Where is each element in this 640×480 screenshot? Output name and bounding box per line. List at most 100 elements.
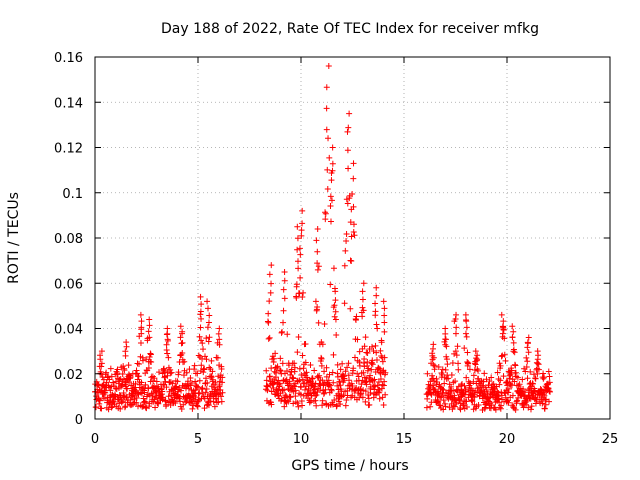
data-point <box>541 392 548 399</box>
data-point <box>323 126 330 133</box>
data-point <box>527 406 534 413</box>
data-point <box>318 362 325 369</box>
data-point <box>192 394 199 401</box>
data-point <box>335 398 342 405</box>
data-point <box>369 361 376 368</box>
data-point <box>299 294 306 301</box>
data-point <box>327 382 334 389</box>
data-point <box>539 400 546 407</box>
data-point <box>156 369 163 376</box>
data-point <box>546 388 553 395</box>
data-point <box>333 402 340 409</box>
data-point <box>140 395 147 402</box>
data-point <box>332 297 339 304</box>
data-point <box>206 334 213 341</box>
data-point <box>103 379 110 386</box>
data-point <box>323 84 330 91</box>
data-point <box>330 265 337 272</box>
grid-lines <box>95 57 610 419</box>
data-point <box>462 330 469 337</box>
y-tick-label: 0.08 <box>54 232 83 247</box>
data-point <box>360 387 367 394</box>
data-point <box>319 397 326 404</box>
data-point <box>350 160 357 167</box>
data-point <box>464 349 471 356</box>
data-point <box>529 380 536 387</box>
data-point <box>500 327 507 334</box>
data-point <box>442 366 449 373</box>
x-tick-labels: 0 5 10 15 20 25 <box>91 432 618 447</box>
data-point <box>462 311 469 318</box>
data-point <box>462 388 469 395</box>
data-point <box>347 219 354 226</box>
data-point <box>480 389 487 396</box>
data-point <box>328 177 335 184</box>
data-point <box>146 334 153 341</box>
data-point <box>215 330 222 337</box>
data-point <box>285 362 292 369</box>
data-point <box>382 391 389 398</box>
data-point <box>192 386 199 393</box>
data-point <box>453 324 460 331</box>
data-point <box>209 376 216 383</box>
data-point <box>216 336 223 343</box>
data-point <box>266 334 273 341</box>
x-tick-label: 25 <box>602 432 619 447</box>
data-point <box>100 376 107 383</box>
data-point <box>127 396 134 403</box>
data-point <box>324 166 331 173</box>
data-point <box>377 347 384 354</box>
data-point <box>287 393 294 400</box>
data-point <box>165 354 172 361</box>
data-point <box>375 365 382 372</box>
data-point <box>381 378 388 385</box>
data-point <box>332 308 339 315</box>
data-point <box>331 397 338 404</box>
data-point <box>274 363 281 370</box>
data-point <box>204 379 211 386</box>
data-point <box>429 350 436 357</box>
data-point <box>147 351 154 358</box>
data-point <box>168 369 175 376</box>
data-point <box>381 305 388 312</box>
data-point <box>527 368 534 375</box>
data-point <box>431 362 438 369</box>
data-point <box>134 360 141 367</box>
data-point <box>168 386 175 393</box>
data-point <box>179 349 186 356</box>
data-point <box>314 260 321 267</box>
y-tick-label: 0.06 <box>54 277 83 292</box>
data-point <box>112 393 119 400</box>
data-point <box>114 366 121 373</box>
data-point <box>197 311 204 318</box>
data-point <box>294 400 301 407</box>
data-point <box>219 389 226 396</box>
x-tick-label: 0 <box>91 432 99 447</box>
data-point <box>218 398 225 405</box>
data-point <box>302 359 309 366</box>
data-point <box>298 232 305 239</box>
data-point <box>351 387 358 394</box>
data-point <box>150 398 157 405</box>
data-point <box>189 398 196 405</box>
data-point <box>314 266 321 273</box>
data-point <box>284 331 291 338</box>
data-point <box>299 352 306 359</box>
data-point <box>322 209 329 216</box>
data-point <box>498 353 505 360</box>
data-point <box>277 355 284 362</box>
data-point <box>372 308 379 315</box>
data-point <box>178 405 185 412</box>
data-point <box>294 235 301 242</box>
data-point <box>281 386 288 393</box>
data-point <box>270 355 277 362</box>
data-point <box>123 343 130 350</box>
data-point <box>461 391 468 398</box>
data-point <box>353 313 360 320</box>
data-point <box>327 281 334 288</box>
data-point <box>435 363 442 370</box>
data-point <box>429 345 436 352</box>
data-point <box>500 318 507 325</box>
data-point <box>450 388 457 395</box>
data-point <box>330 379 337 386</box>
